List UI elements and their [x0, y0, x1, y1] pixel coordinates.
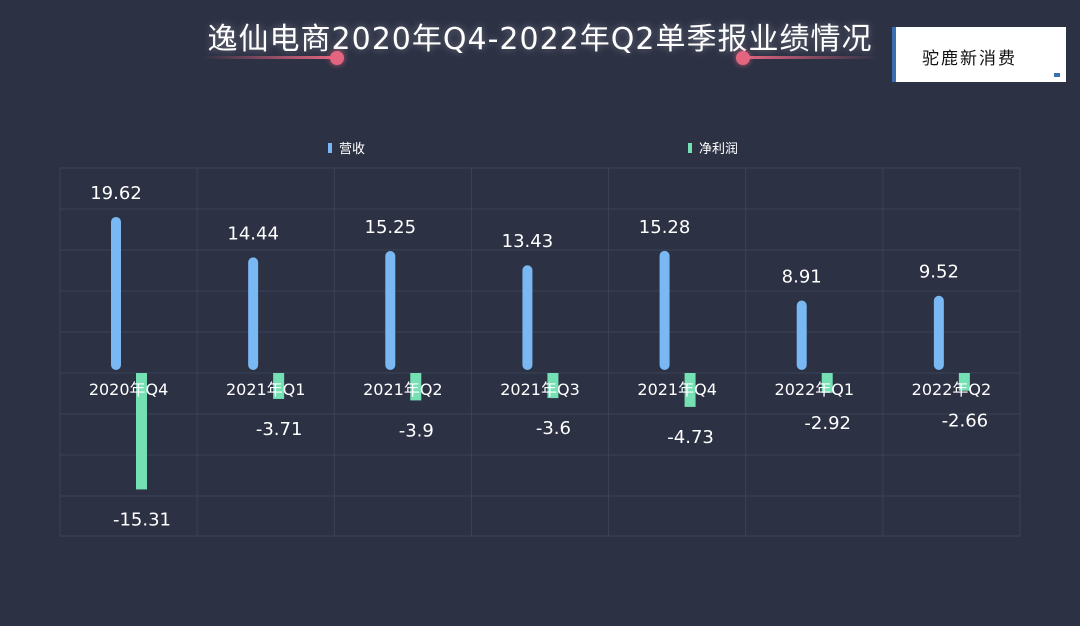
- data-labels: 19.62 -15.31 14.44 -3.71 15.25 -3.9 13.43 -3.6 1…: [90, 183, 988, 530]
- x-axis-labels: 2020年Q4 2021年Q1 2021年Q2 2021年Q3 2021年Q4 2022年…: [89, 380, 991, 399]
- revenue-value-label: 13.43: [502, 231, 554, 252]
- revenue-value-label: 14.44: [227, 223, 279, 244]
- net-profit-value-label: -15.31: [113, 509, 171, 530]
- revenue-value-label: 15.28: [639, 217, 691, 238]
- x-tick-label: 2021年Q3: [500, 380, 580, 399]
- legend-swatch: [328, 143, 332, 153]
- legend-swatch: [688, 143, 692, 153]
- net-profit-bar: [410, 373, 422, 401]
- revenue-value-label: 15.25: [365, 217, 417, 238]
- x-tick-label: 2021年Q2: [363, 380, 443, 399]
- revenue-bar: [248, 257, 259, 370]
- net-profit-value-label: -4.73: [667, 427, 714, 448]
- net-profit-bar: [821, 373, 833, 393]
- revenue-bar: [933, 295, 944, 370]
- chart-title: 逸仙电商2020年Q4-2022年Q2单季报业绩情况: [207, 22, 873, 57]
- legend-label: 营收: [339, 142, 365, 157]
- plot-border: [59, 167, 1021, 537]
- net-profit-bar: [136, 373, 147, 490]
- watermark-logo: 驼鹿新消费: [892, 27, 1066, 82]
- net-profit-value-label: -3.6: [536, 418, 571, 439]
- x-tick-label: 2021年Q4: [637, 380, 717, 399]
- revenue-bar: [111, 216, 121, 370]
- x-tick-label: 2021年Q1: [226, 380, 306, 399]
- revenue-bar: [522, 265, 533, 370]
- chart-legend: 营收 净利润: [328, 142, 738, 157]
- revenue-value-label: 8.91: [782, 267, 822, 288]
- revenue-bar: [796, 300, 807, 370]
- title-decoration-dot-left: [330, 51, 344, 65]
- chart-grid: [59, 167, 1021, 537]
- title-decoration-dot-right: [736, 51, 750, 65]
- title-decoration-right: [744, 56, 880, 59]
- net-profit-value-label: -3.71: [256, 419, 303, 440]
- net-profit-value-label: -3.9: [399, 420, 434, 441]
- net-profit-bar: [958, 373, 970, 391]
- net-profit-bar: [684, 373, 696, 407]
- x-tick-label: 2020年Q4: [89, 380, 169, 399]
- watermark-corner-mark: [1054, 73, 1060, 77]
- net-profit-bar: [273, 373, 285, 399]
- title-decoration-left: [200, 56, 334, 59]
- legend-label: 净利润: [699, 142, 738, 157]
- net-profit-value-label: -2.66: [942, 411, 989, 432]
- net-profit-value-label: -2.92: [804, 413, 851, 434]
- x-tick-label: 2022年Q1: [775, 380, 855, 399]
- revenue-bar: [385, 251, 396, 370]
- watermark-text: 驼鹿新消费: [922, 49, 1017, 69]
- chart-bars: [111, 216, 970, 490]
- net-profit-bar: [547, 373, 559, 399]
- revenue-bar: [659, 250, 670, 370]
- revenue-value-label: 19.62: [90, 183, 142, 204]
- revenue-value-label: 9.52: [919, 262, 959, 283]
- x-tick-label: 2022年Q2: [912, 380, 992, 399]
